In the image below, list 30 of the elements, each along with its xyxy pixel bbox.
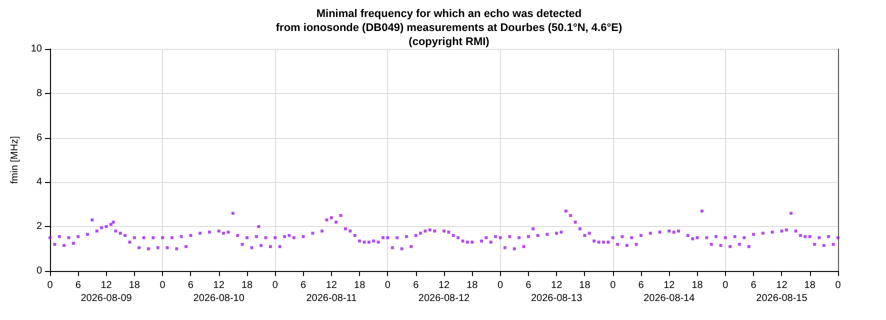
x-tick-label: 0	[272, 280, 278, 291]
x-tick-label: 0	[835, 280, 842, 291]
x-tick-label: 6	[188, 280, 194, 291]
x-tick-label: 18	[128, 280, 140, 291]
x-tick-label: 18	[354, 280, 366, 291]
x-tick-label: 18	[804, 280, 816, 291]
x-tick-label: 18	[579, 280, 591, 291]
y-tick-label: 6	[36, 132, 42, 144]
x-tick-label: 18	[692, 280, 704, 291]
x-tick-label: 0	[722, 280, 729, 291]
y-tick-label: 0	[36, 266, 42, 276]
x-tick-label: 0	[498, 280, 504, 291]
chart-title: Minimal frequency for which an echo was detected from ionosonde (DB049) measurements at Dourbes (50.1°N, 4.6°E) (copyright RMI)	[276, 8, 622, 48]
x-tick-label: 0	[47, 280, 54, 291]
x-tick-label: 0	[384, 280, 391, 291]
y-tick-label: 10	[30, 44, 42, 54]
x-tick-label: 0	[610, 280, 616, 291]
x-tick-label: 0	[160, 280, 166, 291]
x-tick-label: 18	[466, 280, 478, 291]
x-tick-label: 6	[75, 280, 82, 291]
x-tick-label: 6	[750, 280, 757, 291]
x-tick-label: 6	[526, 280, 532, 291]
y-tick-label: 2	[36, 221, 42, 232]
y-tick-label: 4	[36, 176, 42, 188]
x-tick-label: 6	[638, 280, 644, 291]
y-tick-label: 8	[36, 88, 42, 99]
x-tick-label: 6	[300, 280, 307, 291]
y-axis-title: fmin [MHz]	[9, 136, 20, 184]
x-tick-label: 6	[413, 280, 420, 291]
x-tick-label: 18	[241, 280, 253, 291]
